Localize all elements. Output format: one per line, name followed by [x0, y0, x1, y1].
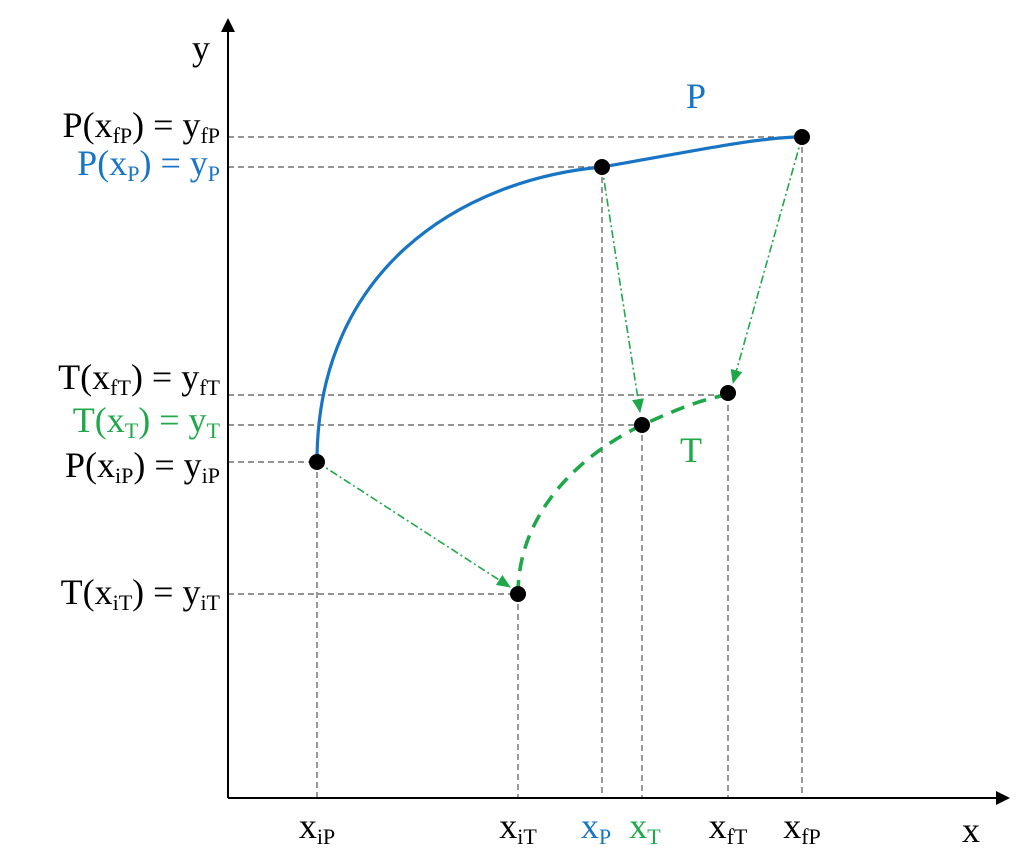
map-arrow-current — [601, 166, 644, 413]
y-axis-label: y — [192, 28, 210, 68]
point-p-initial — [309, 454, 325, 470]
y-label-yfT: T(xfT) = yfT — [58, 357, 220, 400]
x-label-xT: xT — [629, 806, 661, 849]
map-arrow-initial — [316, 461, 511, 588]
point-t-initial — [510, 586, 526, 602]
x-label-xiP: xiP — [299, 806, 335, 849]
y-label-yfP: P(xfP) = yfP — [63, 105, 220, 148]
x-label-xP: xP — [581, 806, 611, 849]
x-label-xfP: xfP — [783, 806, 821, 849]
point-p-current — [594, 159, 610, 175]
x-labels: xiP xiT xP xT xfT xfP — [299, 806, 821, 849]
y-label-yiT: T(xiT) = yiT — [61, 572, 221, 615]
curve-p-label: P — [686, 76, 706, 116]
x-label-xiT: xiT — [499, 806, 537, 849]
y-label-yiP: P(xiP) = yiP — [65, 445, 220, 488]
curve-t-label: T — [680, 430, 702, 470]
point-t-current — [634, 417, 650, 433]
point-p-final — [794, 129, 810, 145]
guide-lines — [228, 136, 803, 798]
y-labels: P(xfP) = yfP P(xP) = yP T(xfT) = yfT T(x… — [58, 105, 220, 615]
curve-p — [315, 135, 803, 463]
map-arrow-final — [730, 136, 803, 384]
curve-t — [516, 393, 729, 595]
x-label-xfT: xfT — [709, 806, 748, 849]
points — [309, 129, 810, 602]
y-label-yT: T(xT) = yT — [73, 400, 221, 443]
mapping-arrows — [316, 136, 803, 588]
y-label-yP: P(xP) = yP — [77, 143, 220, 186]
x-axis-label: x — [962, 810, 980, 850]
point-t-final — [720, 385, 736, 401]
